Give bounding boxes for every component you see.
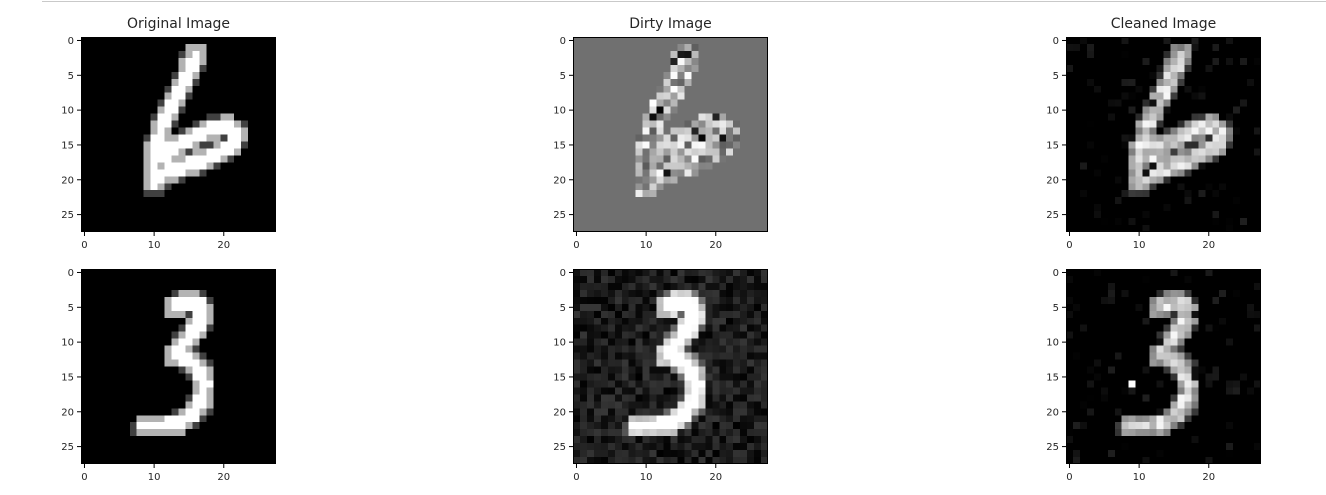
x-tick-label: 10 [1133,472,1146,483]
x-tick-label: 20 [217,240,230,251]
original-three-panel: 0 5 10 15 20 25 0 10 20 [61,268,276,483]
axes-frame [573,269,768,464]
y-tick-label: 25 [1046,442,1059,453]
x-tick-label: 10 [1133,240,1146,251]
original-six-image [81,37,276,232]
x-tick-label: 10 [148,240,161,251]
dirty-six-axes: 0 5 10 15 20 25 0 10 20 [553,36,768,251]
axes-frame [1066,269,1261,464]
y-tick-label: 20 [61,407,74,418]
axes-frame [81,37,276,232]
dirty-three-axes: 0 5 10 15 20 25 0 10 20 [553,268,768,483]
original-image-title: Original Image [126,16,231,32]
y-tick-label: 15 [553,140,566,151]
x-tick-label: 10 [148,472,161,483]
y-tick-label: 25 [61,210,74,221]
y-tick-label: 5 [560,303,566,314]
y-tick-label: 10 [553,106,566,117]
y-tick-label: 10 [1046,106,1059,117]
axes-frame [573,37,768,232]
y-tick-label: 0 [68,268,74,279]
y-tick-label: 25 [553,210,566,221]
original-six-axes: 0 5 10 15 20 25 0 10 20 [61,36,276,251]
x-tick-label: 0 [573,240,579,251]
y-tick-label: 15 [1046,140,1059,151]
x-tick-label: 20 [1202,240,1215,251]
y-tick-label: 20 [1046,175,1059,186]
x-tick-label: 10 [640,472,653,483]
y-tick-label: 5 [1053,303,1059,314]
y-tick-label: 10 [61,106,74,117]
original-three-axes: 0 5 10 15 20 25 0 10 20 [61,268,276,483]
x-tick-label: 0 [81,240,87,251]
y-tick-label: 5 [560,71,566,82]
x-tick-label: 10 [640,240,653,251]
y-tick-label: 0 [1053,268,1059,279]
top-divider [42,1,1326,2]
cleaned-image-title: Cleaned Image [1110,16,1217,32]
y-tick-label: 15 [61,372,74,383]
x-tick-label: 0 [1066,240,1072,251]
y-tick-label: 10 [553,338,566,349]
y-tick-label: 20 [1046,407,1059,418]
y-tick-label: 0 [560,268,566,279]
original-six-panel: 0 5 10 15 20 25 0 10 20 [61,36,276,251]
dirty-image-title: Dirty Image [629,16,712,32]
axes-frame [81,269,276,464]
y-tick-label: 15 [553,372,566,383]
y-tick-label: 20 [553,175,566,186]
y-tick-label: 10 [1046,338,1059,349]
y-tick-label: 5 [1053,71,1059,82]
y-tick-label: 25 [553,442,566,453]
axes-frame [1066,37,1261,232]
cleaned-six-axes: 0 5 10 15 20 25 0 10 20 [1046,36,1261,251]
cleaned-three-image [1066,269,1261,464]
x-tick-label: 20 [1202,472,1215,483]
y-tick-label: 15 [1046,372,1059,383]
cleaned-six-panel: 0 5 10 15 20 25 0 10 20 [1046,36,1261,251]
y-tick-label: 25 [1046,210,1059,221]
dirty-three-image [573,269,768,464]
x-tick-label: 0 [1066,472,1072,483]
y-tick-label: 0 [1053,36,1059,47]
dirty-six-panel: 0 5 10 15 20 25 0 10 20 [553,36,768,251]
x-tick-label: 20 [217,472,230,483]
y-tick-label: 15 [61,140,74,151]
y-tick-label: 20 [553,407,566,418]
cleaned-three-panel: 0 5 10 15 20 25 0 10 20 [1046,268,1261,483]
dirty-three-panel: 0 5 10 15 20 25 0 10 20 [553,268,768,483]
y-tick-label: 5 [68,71,74,82]
y-tick-label: 20 [61,175,74,186]
cleaned-six-image [1066,37,1261,232]
original-three-image [81,269,276,464]
y-tick-label: 25 [61,442,74,453]
y-tick-label: 10 [61,338,74,349]
y-tick-label: 0 [560,36,566,47]
x-tick-label: 0 [81,472,87,483]
x-tick-label: 20 [709,472,722,483]
x-tick-label: 0 [573,472,579,483]
y-tick-label: 0 [68,36,74,47]
dirty-six-image [573,37,768,232]
x-tick-label: 20 [709,240,722,251]
y-tick-label: 5 [68,303,74,314]
cleaned-three-axes: 0 5 10 15 20 25 0 10 20 [1046,268,1261,483]
